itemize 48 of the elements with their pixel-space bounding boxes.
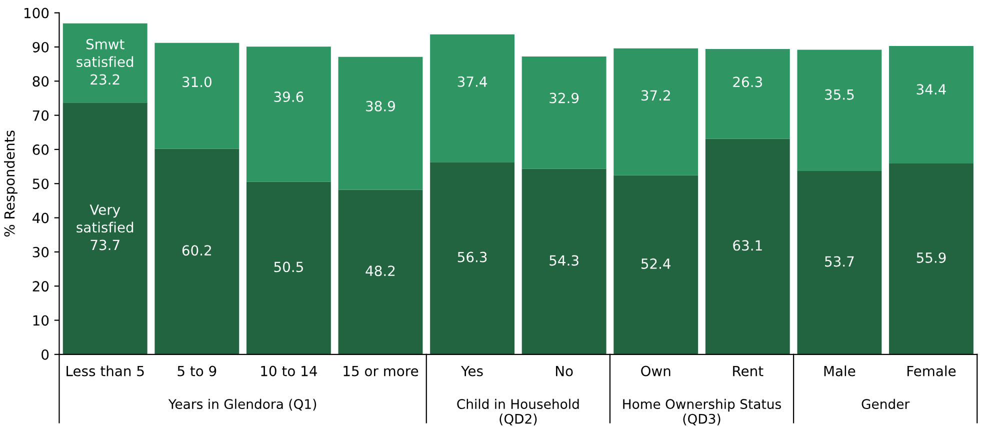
y-tick-label: 40 — [32, 212, 49, 224]
series-label: Very satisfied — [76, 204, 134, 233]
x-tick-label: No — [556, 366, 573, 376]
data-label: 54.3 — [550, 255, 578, 266]
x-tick-label: Less than 5 — [66, 366, 144, 376]
data-label: 52.4 — [641, 258, 671, 269]
y-tick-label: 10 — [33, 315, 49, 326]
data-label: 56.3 — [458, 252, 487, 262]
data-label: 38.9 — [366, 100, 395, 112]
x-tick-label: Own — [641, 366, 670, 376]
text: Home Ownership Status (QD3) — [623, 398, 781, 426]
x-tick-label: Yes — [461, 366, 483, 376]
y-tick-label: 20 — [32, 281, 49, 292]
data-label: 55.9 — [916, 252, 946, 263]
text: Child in Household (QD2) — [457, 398, 579, 426]
x-tick-label: 5 to 9 — [178, 366, 216, 376]
data-label: 37.4 — [458, 76, 487, 87]
data-label: 50.5 — [274, 262, 303, 272]
text: Gender — [862, 398, 910, 410]
y-tick-label: 100 — [24, 8, 49, 18]
data-label: 31.0 — [182, 76, 212, 88]
y-tick-label: 80 — [32, 76, 49, 87]
x-tick-label: Male — [824, 366, 856, 376]
series-label: Smwt satisfied — [76, 38, 134, 68]
y-axis-title: % Respondents — [4, 130, 18, 237]
data-label: 23.2 — [90, 74, 120, 85]
y-tick-label: 60 — [32, 144, 49, 155]
data-label: 73.7 — [90, 240, 120, 250]
text: Years in Glendora (Q1) — [168, 398, 316, 411]
data-label: 35.5 — [825, 89, 854, 100]
x-tick-label: Female — [907, 366, 956, 376]
y-tick-label: 90 — [32, 42, 49, 52]
y-tick-label: 70 — [32, 110, 49, 121]
x-tick-label: Rent — [733, 366, 764, 376]
data-label: 60.2 — [182, 245, 211, 256]
x-tick-label: 15 or more — [344, 366, 418, 376]
data-label: 53.7 — [825, 256, 854, 267]
data-label: 37.2 — [641, 90, 670, 101]
data-label: 39.6 — [274, 92, 304, 102]
data-label: 34.4 — [916, 84, 946, 95]
data-label: 26.3 — [733, 76, 762, 88]
y-tick-label: 0 — [42, 349, 49, 360]
data-label: 48.2 — [366, 266, 395, 276]
data-label: 32.9 — [550, 92, 579, 104]
y-tick-label: 30 — [32, 246, 49, 258]
y-tick-label: 50 — [32, 178, 49, 190]
x-tick-label: 10 to 14 — [261, 366, 317, 376]
data-label: 63.1 — [733, 240, 762, 251]
